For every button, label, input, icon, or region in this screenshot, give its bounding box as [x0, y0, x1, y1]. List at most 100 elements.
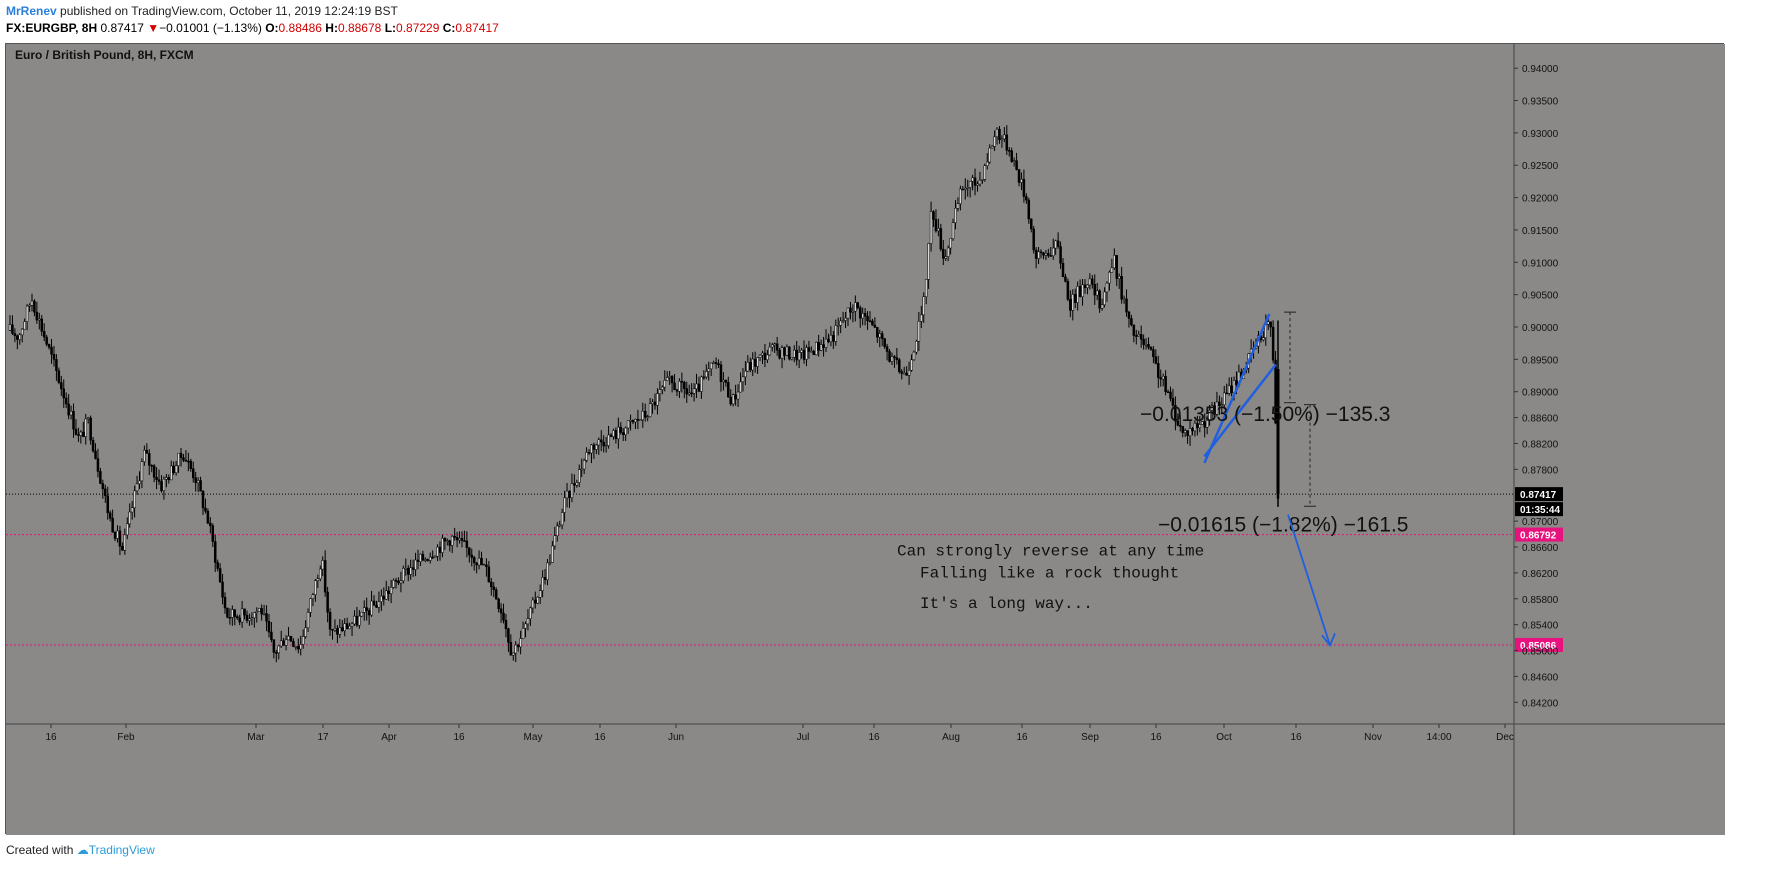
candle-body — [372, 600, 376, 606]
candle-body — [766, 354, 769, 360]
candle-body — [111, 517, 114, 533]
candle-body — [72, 410, 75, 430]
candle-body — [705, 371, 708, 378]
candle-body — [86, 417, 90, 420]
x-tick-label: 16 — [868, 732, 880, 743]
candle-body — [866, 316, 869, 322]
candle-body — [458, 538, 461, 541]
candle-body — [38, 318, 41, 321]
candle-body — [248, 618, 251, 621]
candle-body — [301, 636, 305, 645]
candle-body — [563, 497, 566, 513]
candle-body — [1020, 178, 1023, 183]
candle-body — [734, 394, 737, 400]
candle-body — [272, 639, 276, 653]
candle-body — [687, 392, 691, 395]
candle-body — [714, 362, 718, 364]
candle-body — [551, 545, 554, 563]
chart-pane[interactable]: 0.87417 01:35:44 0.86792 0.85086 −0.01353 (… — [5, 43, 1725, 835]
candle-body — [1166, 391, 1170, 393]
y-tick-label: 0.92000 — [1522, 194, 1559, 205]
candle-body — [47, 344, 51, 348]
candle-body — [74, 428, 78, 435]
candle-body — [485, 564, 488, 568]
candle-body — [399, 580, 403, 584]
current-price-marker — [1515, 487, 1563, 502]
candle-body — [450, 536, 454, 546]
candle-body — [1064, 276, 1067, 282]
candle-body — [1061, 262, 1065, 278]
candle-body — [773, 343, 776, 346]
candle-body — [793, 349, 796, 358]
candle-body — [568, 490, 571, 499]
candle-body — [829, 335, 833, 342]
candle-body — [1179, 425, 1182, 427]
candle-body — [1152, 349, 1155, 358]
candle-body — [1066, 281, 1070, 300]
candle-body — [389, 587, 393, 594]
candle-body — [1169, 391, 1172, 399]
candle-body — [824, 338, 828, 348]
close-label: C: — [442, 21, 456, 35]
candle-body — [23, 321, 26, 330]
candle-body — [50, 347, 53, 355]
candle-body — [438, 546, 442, 553]
candle-body — [1086, 284, 1089, 288]
candle-body — [944, 256, 947, 259]
candle-body — [543, 577, 547, 581]
y-tick-label: 0.85400 — [1522, 621, 1559, 632]
candle-body — [531, 599, 535, 609]
author-link[interactable]: MrRenev — [6, 4, 57, 18]
candle-body — [1218, 401, 1221, 406]
candle-body — [84, 418, 87, 437]
candle-body — [768, 346, 772, 356]
candle-body — [722, 379, 725, 382]
candle-body — [331, 629, 334, 631]
tradingview-link[interactable]: TradingView — [88, 843, 155, 857]
candle-body — [739, 381, 742, 393]
candle-body — [541, 577, 544, 591]
candle-body — [1032, 228, 1035, 251]
down-arrow-icon: ▼ — [147, 21, 160, 35]
candle-body — [150, 465, 153, 467]
candle-body — [883, 338, 886, 347]
candle-body — [973, 177, 977, 186]
candle-body — [1193, 422, 1197, 432]
candle-body — [204, 507, 207, 512]
candle-body — [780, 347, 784, 359]
candle-body — [749, 362, 752, 371]
candle-body — [209, 522, 212, 526]
candle-body — [712, 362, 715, 364]
tradingview-logo-icon[interactable]: ☁ — [76, 843, 89, 857]
candle-body — [1012, 160, 1016, 162]
candle-body — [355, 615, 359, 626]
candle-body — [289, 635, 293, 642]
candle-body — [854, 302, 857, 312]
candle-body — [727, 382, 730, 398]
candle-body — [1051, 247, 1055, 256]
candle-body — [1113, 255, 1116, 269]
candle-body — [397, 580, 400, 584]
candle-body — [82, 431, 85, 437]
plot-background — [6, 44, 1725, 835]
candle-body — [358, 615, 361, 626]
candle-body — [514, 644, 517, 654]
candle-body — [1215, 401, 1219, 415]
candle-body — [1227, 385, 1231, 394]
candle-body — [148, 453, 151, 466]
candle-body — [690, 392, 693, 395]
candle-body — [106, 495, 109, 514]
candle-body — [619, 426, 623, 433]
candle-body — [888, 351, 891, 362]
countdown-marker — [1515, 502, 1563, 517]
candle-body — [433, 556, 437, 558]
price-chart[interactable]: 0.87417 01:35:44 0.86792 0.85086 −0.01353 (… — [6, 44, 1725, 835]
candle-body — [25, 305, 29, 322]
candle-body — [751, 358, 754, 371]
candle-body — [370, 600, 373, 616]
candle-body — [284, 639, 288, 646]
candle-body — [262, 613, 266, 615]
chart-title: Euro / British Pound, 8H, FXCM — [15, 48, 194, 62]
candle-body — [771, 344, 774, 348]
candle-body — [375, 604, 378, 608]
